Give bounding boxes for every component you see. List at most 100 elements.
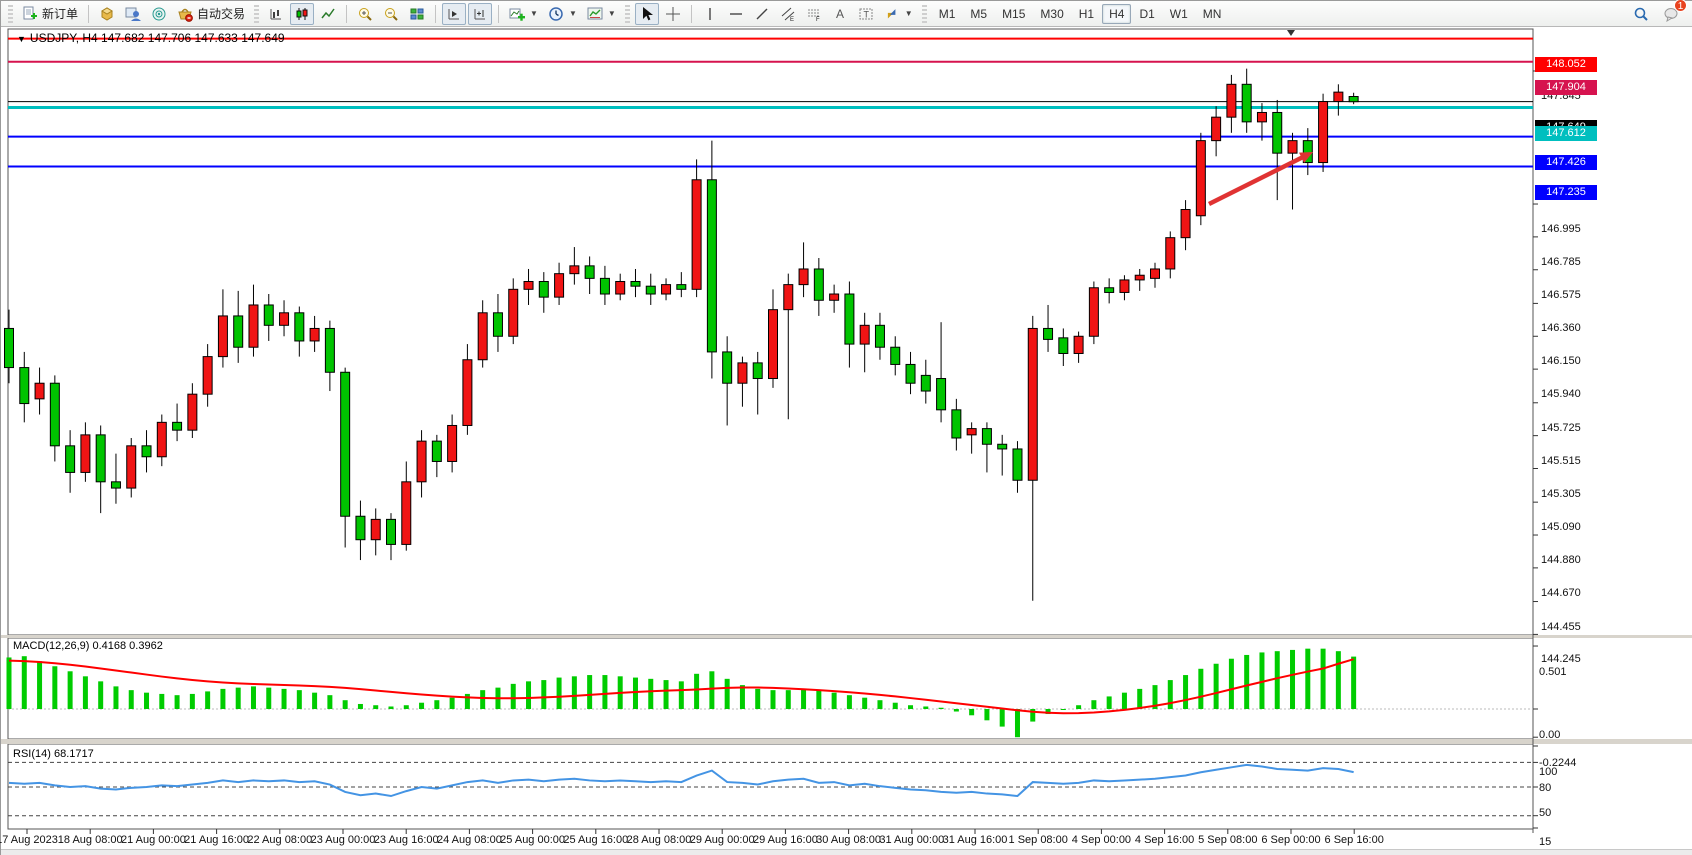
tile-windows-button[interactable] [405, 3, 429, 25]
price-badge-support: 147.426 [1535, 155, 1597, 171]
time-label: 21 Aug 16:00 [184, 834, 250, 846]
timeframe-m15[interactable]: M15 [1002, 6, 1026, 21]
collapse-caret-icon[interactable]: ▼ [17, 34, 26, 44]
market-watch-button[interactable] [95, 3, 119, 25]
bar-chart-button[interactable] [264, 3, 288, 25]
candle-body [798, 268, 809, 286]
timeframe-m1[interactable]: M1 [938, 6, 956, 21]
timeframe-d1[interactable]: D1 [1139, 6, 1155, 21]
chart-window[interactable]: ▼ USDJPY, H4 147.682 147.706 147.633 147.… [0, 27, 1692, 855]
price-badge-support: 147.235 [1535, 184, 1597, 200]
indicators-button[interactable]: ▼ [505, 3, 542, 25]
macd-histogram-bar [113, 686, 119, 709]
fibonacci-button[interactable]: F [802, 3, 826, 25]
new-order-button[interactable]: 新订单 [18, 3, 82, 25]
line-chart-button[interactable] [316, 3, 340, 25]
candlestick-chart-button[interactable] [290, 2, 315, 25]
horizontal-line-icon [728, 6, 744, 22]
price-tick-label: 146.995 [1541, 223, 1581, 236]
candle-body [569, 265, 580, 275]
candle-body [752, 362, 763, 380]
timeframe-mn[interactable]: MN [1202, 6, 1222, 21]
arrow-annotation[interactable] [1207, 154, 1306, 207]
candle-body [65, 445, 76, 473]
chart-canvas[interactable] [1, 27, 1692, 855]
macd-histogram-bar [312, 692, 318, 709]
trendline-button[interactable] [750, 3, 774, 25]
macd-histogram-bar [969, 709, 975, 716]
candle-body [829, 293, 840, 301]
horizontal-line-button[interactable] [724, 3, 748, 25]
navigator-button[interactable] [121, 3, 145, 25]
macd-histogram-bar [1274, 651, 1280, 709]
zoom-out-button[interactable] [379, 3, 403, 25]
scroll-to-end-button[interactable] [442, 2, 467, 25]
toolbar-grip[interactable] [254, 4, 260, 23]
toolbar-grip[interactable] [624, 4, 630, 23]
timeframe-w1[interactable]: W1 [1169, 6, 1188, 21]
arrows-button[interactable]: ▼ [880, 3, 917, 25]
macd-histogram-bar [1106, 696, 1112, 709]
vertical-line-button[interactable] [698, 3, 722, 25]
chart-shift-marker-icon[interactable] [1287, 30, 1295, 36]
timeframe-m30[interactable]: M30 [1040, 6, 1064, 21]
vertical-line-icon [702, 6, 718, 22]
mql-community-button[interactable] [147, 3, 171, 25]
macd-histogram-bar [709, 671, 715, 709]
zoom-out-icon [383, 6, 399, 22]
arrow-annotation-head[interactable] [1299, 152, 1313, 163]
time-label: 17 Aug 2023 [0, 834, 58, 846]
candle-body [1287, 140, 1298, 154]
timeframe-h4[interactable]: H4 [1102, 3, 1132, 24]
notifications-button[interactable]: 1 [1659, 0, 1687, 25]
macd-histogram-bar [1198, 668, 1204, 709]
price-tick-label: 145.305 [1541, 487, 1581, 500]
candle-body [768, 309, 778, 380]
candle-body [691, 179, 702, 290]
bar-chart-icon [268, 6, 284, 22]
templates-button[interactable]: ▼ [583, 3, 620, 25]
toolbar-grip[interactable] [921, 4, 927, 23]
timeframe-m5[interactable]: M5 [970, 6, 988, 21]
time-label: 21 Aug 00:00 [120, 834, 186, 846]
trendline-icon [754, 6, 770, 22]
macd-histogram-bar [602, 675, 608, 709]
candle-body [1272, 111, 1283, 154]
price-tick-label: 144.670 [1541, 586, 1581, 599]
macd-histogram-bar [1320, 648, 1326, 709]
text-label-button[interactable]: T [854, 3, 878, 25]
toolbar-grip[interactable] [8, 4, 13, 23]
candle-body [95, 434, 106, 483]
candle-body [890, 346, 901, 365]
timeframe-h1[interactable]: H1 [1078, 6, 1095, 21]
autotrading-button[interactable]: 自动交易 [173, 3, 249, 25]
chart-shift-button[interactable] [468, 2, 493, 25]
periods-button[interactable]: ▼ [544, 3, 581, 25]
svg-text:T: T [863, 9, 869, 19]
candle-body [279, 312, 290, 326]
zoom-in-button[interactable] [353, 3, 377, 25]
time-label: 29 Aug 16:00 [752, 834, 818, 846]
candle-body [370, 518, 381, 541]
macd-histogram-bar [464, 693, 470, 709]
macd-histogram-bar [908, 705, 914, 709]
time-label: 24 Aug 08:00 [436, 834, 502, 846]
search-button[interactable] [1629, 3, 1653, 25]
equidistant-channel-button[interactable]: E [776, 3, 800, 25]
candle-body [1073, 335, 1084, 354]
macd-histogram-bar [128, 690, 134, 709]
time-label: 29 Aug 00:00 [689, 834, 755, 846]
candle-body [141, 445, 152, 458]
text-button[interactable]: A [828, 3, 852, 25]
crosshair-button[interactable] [661, 3, 685, 25]
candle-body [1241, 83, 1252, 123]
candle-body [187, 393, 198, 431]
candle-body [340, 371, 351, 517]
time-label: 25 Aug 00:00 [500, 834, 566, 846]
candle-body [126, 445, 137, 489]
navigator-icon [125, 6, 142, 22]
cursor-button[interactable] [634, 2, 659, 25]
candle-body [737, 362, 748, 384]
candle-body [1088, 287, 1099, 337]
